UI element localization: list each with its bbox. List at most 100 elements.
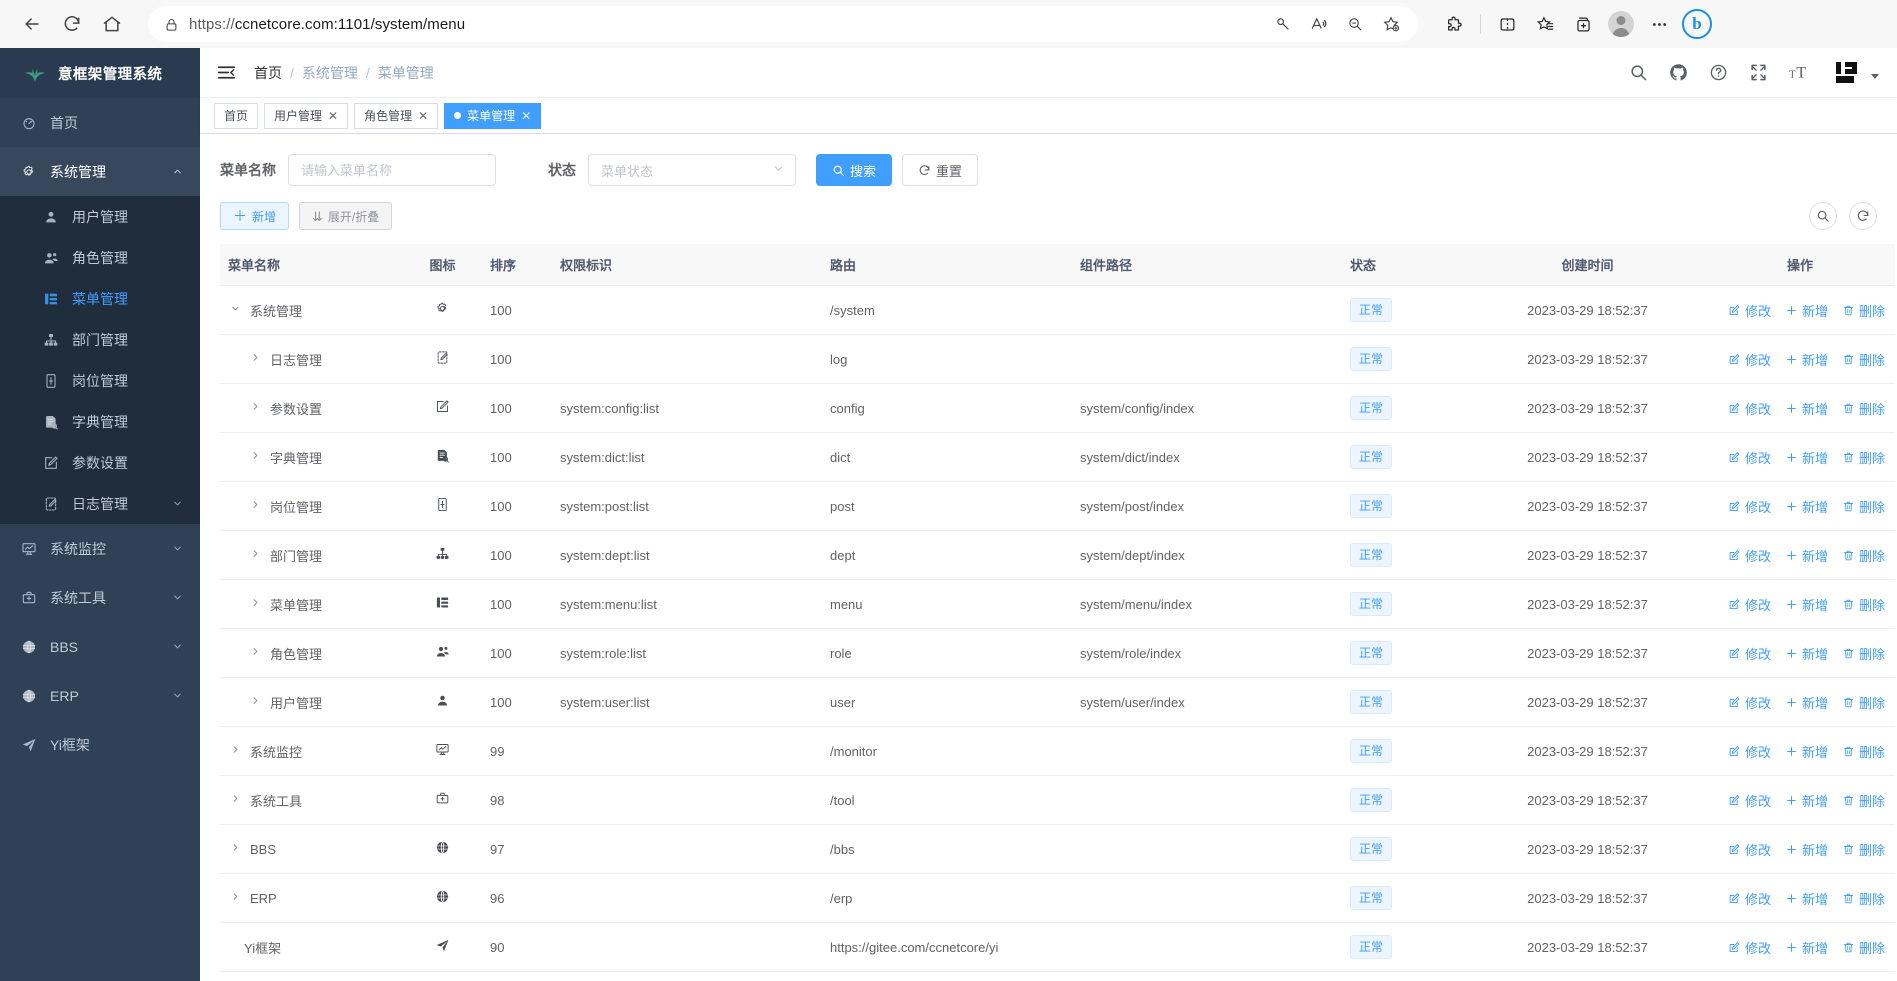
chevron-right-icon[interactable] [250, 597, 262, 611]
read-aloud-icon[interactable] [1308, 13, 1330, 35]
chevron-right-icon[interactable] [230, 793, 242, 807]
sidebar-logo[interactable]: 意框架管理系统 [0, 48, 200, 98]
chevron-down-icon[interactable] [1871, 74, 1879, 79]
chevron-right-icon[interactable] [250, 450, 262, 464]
chevron-right-icon[interactable] [250, 646, 262, 660]
table-row[interactable]: 日志管理 100 log 正常 2023-03-29 18:52:37 修改 新增 删除 [220, 334, 1895, 384]
row-action-修改[interactable]: 修改 [1728, 301, 1771, 320]
table-row[interactable]: ERP 96/erp 正常 2023-03-29 18:52:37 修改 新增 删除 [220, 873, 1895, 923]
chevron-right-icon[interactable] [250, 499, 262, 513]
sidebar-item-9[interactable]: 日志管理 [0, 483, 200, 524]
row-action-新增[interactable]: 新增 [1785, 791, 1828, 810]
row-action-新增[interactable]: 新增 [1785, 644, 1828, 663]
row-action-修改[interactable]: 修改 [1728, 840, 1771, 859]
close-icon[interactable]: ✕ [521, 108, 532, 123]
row-action-删除[interactable]: 删除 [1842, 742, 1885, 761]
reload-icon[interactable] [54, 6, 90, 42]
profile-icon[interactable] [1605, 8, 1637, 40]
table-row[interactable]: 角色管理 100 system:role:list role system/role/i… [220, 628, 1895, 678]
chevron-right-icon[interactable] [250, 695, 262, 709]
table-row[interactable]: BBS 97/bbs 正常 2023-03-29 18:52:37 修改 新增 删除 [220, 824, 1895, 874]
row-action-新增[interactable]: 新增 [1785, 938, 1828, 957]
extensions-icon[interactable] [1438, 8, 1470, 40]
search-toggle-icon[interactable] [1809, 202, 1837, 230]
search-button[interactable]: 搜索 [816, 154, 893, 186]
row-action-删除[interactable]: 删除 [1842, 889, 1885, 908]
copilot-icon[interactable]: b [1681, 8, 1713, 40]
split-screen-icon[interactable] [1491, 8, 1523, 40]
row-action-修改[interactable]: 修改 [1728, 546, 1771, 565]
table-row[interactable]: 菜单管理 100 system:menu:list menu system/menu/i… [220, 579, 1895, 629]
sidebar-item-8[interactable]: 参数设置 [0, 442, 200, 483]
sidebar-item-3[interactable]: 角色管理 [0, 237, 200, 278]
table-row[interactable]: 系统管理 100/system 正常 2023-03-29 18:52:37 修改 新增 删… [220, 285, 1895, 335]
row-action-删除[interactable]: 删除 [1842, 693, 1885, 712]
close-icon[interactable]: ✕ [418, 108, 429, 123]
reset-button[interactable]: 重置 [902, 154, 979, 186]
row-action-修改[interactable]: 修改 [1728, 791, 1771, 810]
status-select[interactable]: 菜单状态 [588, 154, 796, 186]
row-action-修改[interactable]: 修改 [1728, 497, 1771, 516]
row-action-删除[interactable]: 删除 [1842, 644, 1885, 663]
chevron-down-icon[interactable] [230, 303, 242, 317]
tab-0[interactable]: 首页 [214, 102, 259, 129]
add-favorite-icon[interactable] [1380, 13, 1402, 35]
table-row[interactable]: 字典管理 100 system:dict:list dict system/dict/i… [220, 432, 1895, 482]
sidebar-item-0[interactable]: 首页 [0, 98, 200, 147]
table-row[interactable]: 参数设置 100 system:config:list config system/co… [220, 383, 1895, 433]
row-action-删除[interactable]: 删除 [1842, 791, 1885, 810]
chevron-right-icon[interactable] [230, 842, 242, 856]
add-button[interactable]: ＋ 新增 [220, 202, 290, 230]
row-action-新增[interactable]: 新增 [1785, 742, 1828, 761]
chevron-right-icon[interactable] [230, 891, 242, 905]
row-action-删除[interactable]: 删除 [1842, 938, 1885, 957]
row-action-新增[interactable]: 新增 [1785, 840, 1828, 859]
row-action-新增[interactable]: 新增 [1785, 546, 1828, 565]
chevron-right-icon[interactable] [230, 744, 242, 758]
row-action-删除[interactable]: 删除 [1842, 350, 1885, 369]
row-action-删除[interactable]: 删除 [1842, 399, 1885, 418]
hamburger-icon[interactable] [216, 62, 238, 84]
row-action-删除[interactable]: 删除 [1842, 840, 1885, 859]
table-row[interactable]: Yi框架 90 https://gitee.com/ccnetcore/yi 正常 20… [220, 922, 1895, 972]
row-action-修改[interactable]: 修改 [1728, 742, 1771, 761]
table-row[interactable]: 岗位管理 100 system:post:list post system/post/i… [220, 481, 1895, 531]
row-action-删除[interactable]: 删除 [1842, 301, 1885, 320]
row-action-修改[interactable]: 修改 [1728, 350, 1771, 369]
back-icon[interactable] [14, 6, 50, 42]
row-action-修改[interactable]: 修改 [1728, 644, 1771, 663]
row-action-修改[interactable]: 修改 [1728, 595, 1771, 614]
sidebar-item-11[interactable]: 系统工具 [0, 573, 200, 622]
tab-3[interactable]: 菜单管理 ✕ [444, 102, 542, 129]
chevron-right-icon[interactable] [250, 548, 262, 562]
menu-name-input[interactable] [288, 154, 496, 186]
expand-collapse-button[interactable]: ⇊ 展开/折叠 [299, 202, 393, 230]
row-action-新增[interactable]: 新增 [1785, 693, 1828, 712]
row-action-新增[interactable]: 新增 [1785, 350, 1828, 369]
sidebar-item-14[interactable]: Yi框架 [0, 720, 200, 769]
tab-2[interactable]: 角色管理 ✕ [354, 102, 439, 129]
sidebar-item-13[interactable]: ERP [0, 671, 200, 720]
search-icon[interactable] [1629, 63, 1648, 82]
avatar[interactable] [1835, 60, 1879, 86]
sidebar-item-1[interactable]: 系统管理 [0, 147, 200, 196]
fullscreen-icon[interactable] [1749, 63, 1768, 82]
sidebar-item-12[interactable]: BBS [0, 622, 200, 671]
row-action-修改[interactable]: 修改 [1728, 399, 1771, 418]
row-action-删除[interactable]: 删除 [1842, 497, 1885, 516]
chevron-right-icon[interactable] [250, 401, 262, 415]
sidebar-item-5[interactable]: 部门管理 [0, 319, 200, 360]
sidebar-item-2[interactable]: 用户管理 [0, 196, 200, 237]
sidebar-item-4[interactable]: 菜单管理 [0, 278, 200, 319]
row-action-删除[interactable]: 删除 [1842, 595, 1885, 614]
row-action-新增[interactable]: 新增 [1785, 448, 1828, 467]
table-row[interactable]: 部门管理 100 system:dept:list dept system/dept/i… [220, 530, 1895, 580]
more-icon[interactable] [1643, 8, 1675, 40]
favorites-icon[interactable] [1529, 8, 1561, 40]
refresh-icon[interactable] [1849, 202, 1877, 230]
sidebar-item-10[interactable]: 系统监控 [0, 524, 200, 573]
row-action-修改[interactable]: 修改 [1728, 889, 1771, 908]
sidebar-item-6[interactable]: 岗位管理 [0, 360, 200, 401]
table-row[interactable]: 系统监控 99/monitor 正常 2023-03-29 18:52:37 修改 新增 删… [220, 726, 1895, 776]
table-row[interactable]: 系统工具 98/tool 正常 2023-03-29 18:52:37 修改 新增 删除 [220, 775, 1895, 825]
